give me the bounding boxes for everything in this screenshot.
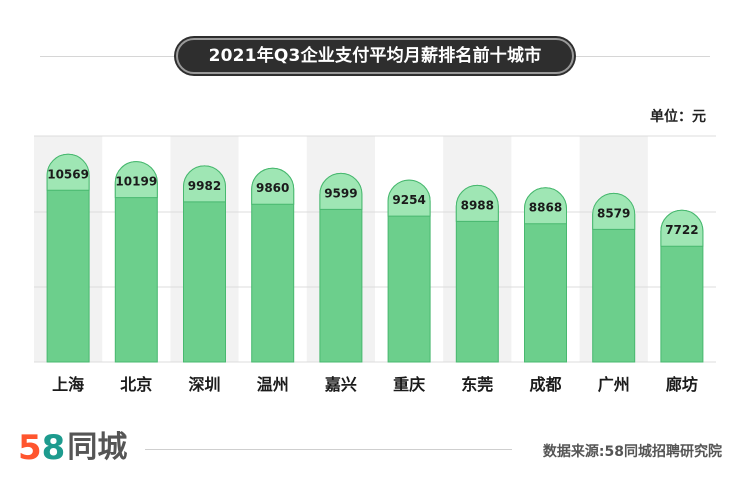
data-label: 8868 [529, 201, 562, 215]
category-label: 嘉兴 [324, 375, 357, 394]
bar-cap [455, 184, 499, 222]
bar-cap [183, 165, 226, 203]
category-label: 温州 [256, 375, 289, 394]
bar-cap [319, 172, 363, 210]
brand-logo: 5 8 同城 [18, 428, 127, 468]
logo-digit-8: 8 [41, 428, 66, 468]
category-label: 上海 [52, 375, 84, 394]
bar-cap [46, 153, 90, 191]
category-label: 广州 [598, 375, 630, 394]
logo-digit-5: 5 [18, 428, 42, 468]
category-label: 北京 [120, 375, 152, 394]
data-label: 8988 [461, 198, 494, 212]
data-label: 9599 [324, 186, 357, 200]
bar-cap [251, 167, 295, 205]
category-label: 重庆 [393, 375, 425, 394]
data-label: 10569 [47, 167, 89, 181]
bar-cap [114, 161, 158, 199]
category-label: 深圳 [188, 375, 220, 394]
category-label: 成都 [529, 375, 561, 394]
logo-name: 同城 [67, 430, 128, 465]
data-label: 9860 [256, 181, 289, 195]
data-label: 10199 [115, 175, 157, 189]
data-label: 7722 [665, 223, 698, 237]
data-label: 9254 [392, 193, 425, 207]
bar-cap [524, 187, 567, 225]
bar-cap [387, 179, 431, 217]
bar-cap [660, 209, 704, 247]
data-label: 9982 [188, 179, 221, 193]
bar-cap [592, 192, 636, 230]
footer-divider-line [145, 449, 512, 450]
category-label: 廊坊 [666, 375, 698, 394]
unit-label: 单位：元 [650, 109, 706, 125]
data-label: 8579 [597, 206, 630, 220]
chart-title: 2021年Q3企业支付平均月薪排名前十城市 [176, 38, 574, 74]
data-source: 数据来源:58同城招聘研究院 [542, 444, 722, 460]
category-label: 东莞 [461, 375, 493, 394]
